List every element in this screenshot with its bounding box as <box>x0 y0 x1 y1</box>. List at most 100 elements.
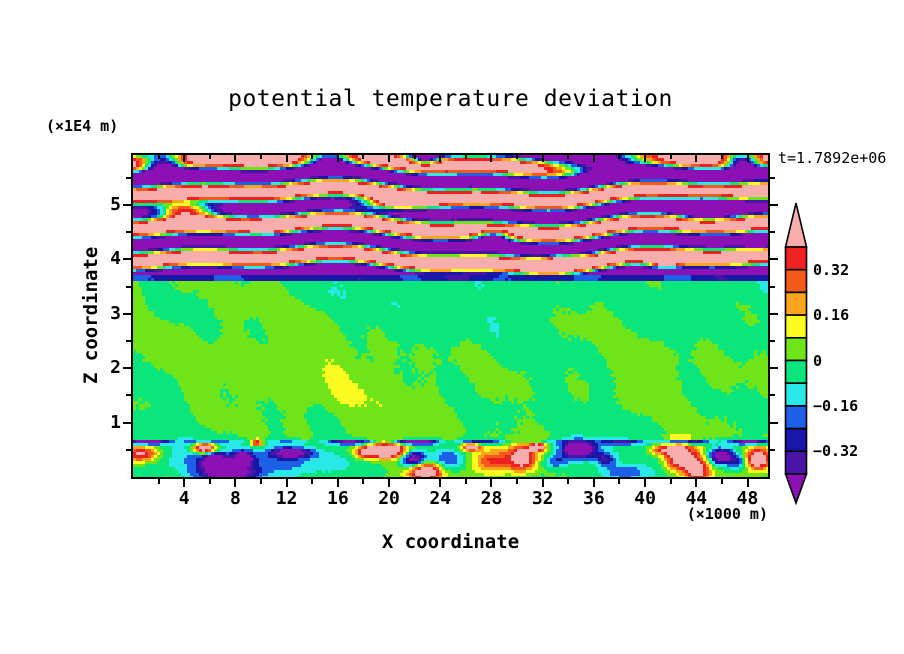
x-minor-tick <box>618 479 621 484</box>
y-major-tick-right <box>770 421 778 424</box>
x-tick-label: 44 <box>685 488 708 509</box>
colorbar <box>784 202 808 506</box>
x-minor-tick-top <box>464 155 467 159</box>
colorbar-segment <box>784 314 808 339</box>
colorbar-overflow-arrow <box>784 202 808 248</box>
x-major-tick-top <box>388 155 391 162</box>
colorbar-segment <box>784 382 808 407</box>
x-major-tick <box>285 479 288 487</box>
colorbar-segment <box>784 405 808 430</box>
x-major-tick-top <box>695 155 698 162</box>
colorbar-segment <box>784 246 808 271</box>
x-major-tick <box>592 479 595 487</box>
x-tick-label: 12 <box>275 488 298 509</box>
x-minor-tick-top <box>362 155 365 159</box>
y-tick-label: 3 <box>110 302 121 324</box>
x-minor-tick <box>362 479 365 484</box>
x-tick-label: 32 <box>531 488 554 509</box>
colorbar-label: −0.16 <box>813 396 859 415</box>
y-minor-tick-right <box>770 340 775 343</box>
x-major-tick <box>644 479 647 487</box>
x-major-tick <box>490 479 493 487</box>
x-minor-tick-top <box>720 155 723 159</box>
x-minor-tick <box>413 479 416 484</box>
colorbar-segment <box>784 268 808 294</box>
y-major-tick <box>123 421 131 424</box>
x-tick-label: 40 <box>634 488 656 509</box>
colorbar-segment <box>784 427 808 453</box>
y-major-tick <box>123 312 131 315</box>
y-major-tick-right <box>770 312 778 315</box>
x-minor-tick <box>516 479 519 484</box>
y-minor-tick <box>126 394 131 397</box>
x-major-tick <box>388 479 391 487</box>
y-minor-tick <box>126 340 131 343</box>
x-minor-tick <box>157 479 160 484</box>
x-tick-label: 20 <box>378 488 400 509</box>
colorbar-segment <box>784 359 808 385</box>
x-major-tick <box>336 479 339 487</box>
y-axis-label: Z coordinate <box>80 246 102 384</box>
x-major-tick <box>183 479 186 487</box>
x-minor-tick <box>464 479 467 484</box>
x-minor-tick-top <box>567 155 570 159</box>
x-tick-label: 4 <box>178 488 190 509</box>
y-minor-tick <box>126 285 131 288</box>
x-major-tick-top <box>336 155 339 162</box>
x-minor-tick <box>669 479 672 484</box>
y-major-tick <box>123 204 131 207</box>
x-major-tick-top <box>439 155 442 162</box>
x-major-tick-top <box>285 155 288 162</box>
colorbar-label: 0.16 <box>813 306 850 325</box>
x-major-tick-top <box>746 155 749 162</box>
x-major-tick-top <box>592 155 595 162</box>
x-minor-tick <box>260 479 263 484</box>
x-minor-tick-top <box>669 155 672 159</box>
x-minor-tick-top <box>516 155 519 159</box>
colorbar-underflow-arrow <box>784 473 808 506</box>
colorbar-label: −0.32 <box>813 442 859 461</box>
x-major-tick <box>439 479 442 487</box>
x-tick-label: 16 <box>326 488 349 509</box>
x-major-tick-top <box>183 155 186 162</box>
y-tick-label: 5 <box>110 194 121 216</box>
x-minor-tick-top <box>157 155 160 159</box>
y-minor-tick-right <box>770 394 775 397</box>
y-minor-tick-right <box>770 176 775 179</box>
y-tick-label: 1 <box>110 411 121 433</box>
x-major-tick-top <box>234 155 237 162</box>
x-major-tick-top <box>490 155 493 162</box>
x-minor-tick-top <box>413 155 416 159</box>
plot-title: potential temperature deviation <box>228 86 673 112</box>
x-major-tick <box>541 479 544 487</box>
y-major-tick <box>123 367 131 370</box>
x-axis-label: X coordinate <box>381 531 520 553</box>
y-minor-tick-right <box>770 285 775 288</box>
contour-canvas <box>133 155 768 477</box>
y-minor-tick <box>126 448 131 451</box>
x-major-tick <box>234 479 237 487</box>
x-major-tick <box>695 479 698 487</box>
x-minor-tick <box>311 479 314 484</box>
x-major-tick-top <box>644 155 647 162</box>
y-major-tick <box>123 258 131 261</box>
colorbar-label: 0.32 <box>813 260 850 279</box>
x-minor-tick-top <box>260 155 263 159</box>
colorbar-segment <box>784 337 808 362</box>
y-tick-label: 4 <box>110 248 121 270</box>
y-major-tick-right <box>770 204 778 207</box>
x-minor-tick-top <box>208 155 211 159</box>
x-major-tick-top <box>541 155 544 162</box>
colorbar-segment <box>784 291 808 316</box>
y-minor-tick <box>126 231 131 234</box>
colorbar-label: 0 <box>813 351 823 370</box>
x-tick-label: 24 <box>429 488 452 509</box>
colorbar-segment <box>784 450 808 475</box>
x-tick-label: 28 <box>480 488 503 509</box>
y-tick-label: 2 <box>110 357 121 379</box>
y-major-tick-right <box>770 367 778 370</box>
x-minor-tick <box>567 479 570 484</box>
x-axis-unit-label: (×1000 m) <box>686 505 768 523</box>
x-tick-label: 48 <box>736 488 759 509</box>
